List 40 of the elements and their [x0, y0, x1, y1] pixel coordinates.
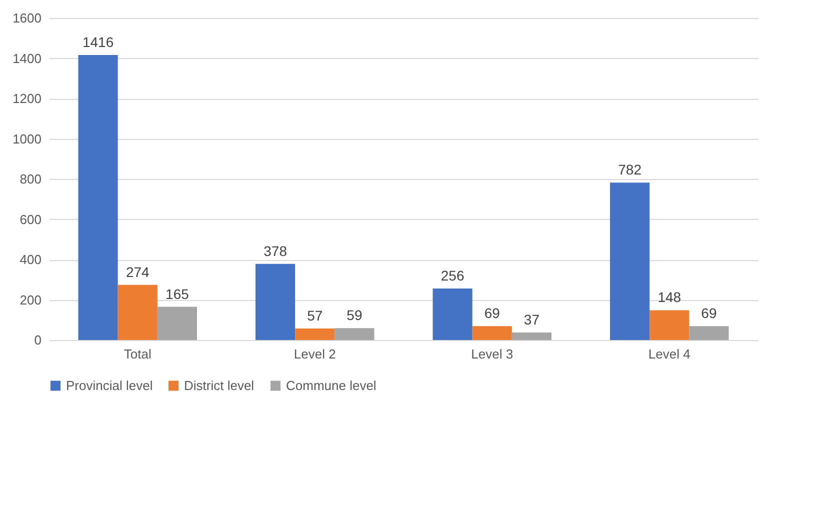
data-label: 37 [524, 312, 540, 328]
bar [118, 284, 158, 340]
data-label: 378 [264, 242, 288, 259]
bar [432, 288, 472, 340]
y-tick-label: 0 [34, 332, 42, 348]
bar [512, 332, 552, 340]
bar [689, 326, 729, 340]
bar [610, 182, 650, 340]
data-label: 69 [484, 305, 500, 322]
y-tick-label: 1600 [12, 10, 42, 26]
y-tick-label: 800 [20, 172, 42, 186]
data-label: 274 [126, 264, 150, 280]
legend-label: Provincial level [66, 378, 153, 393]
bar [334, 328, 374, 340]
y-tick-label: 200 [20, 292, 42, 308]
data-label: 256 [440, 267, 464, 284]
bar [295, 328, 335, 340]
bar [157, 306, 198, 340]
bar [650, 310, 690, 340]
bar [472, 326, 512, 340]
y-tick-label: 1400 [12, 50, 42, 66]
y-tick-label: 1200 [12, 91, 42, 106]
bar [78, 55, 118, 340]
data-label: 1416 [82, 34, 114, 50]
data-label: 782 [618, 162, 642, 178]
legend-label: District level [184, 378, 254, 393]
data-label: 165 [166, 286, 190, 302]
data-label: 57 [307, 308, 323, 324]
bar [255, 264, 296, 340]
data-label: 69 [701, 305, 717, 322]
x-tick-label: Level 2 [294, 346, 336, 362]
data-label: 148 [658, 289, 682, 306]
x-tick-label: Level 4 [648, 346, 690, 362]
y-tick-label: 1000 [12, 131, 42, 146]
data-label: 59 [346, 307, 362, 324]
legend-label: Commune level [286, 378, 376, 393]
x-tick-label: Level 3 [471, 346, 514, 362]
x-tick-label: Total [124, 346, 152, 362]
y-tick-label: 600 [20, 212, 42, 227]
y-tick-label: 400 [20, 252, 42, 267]
